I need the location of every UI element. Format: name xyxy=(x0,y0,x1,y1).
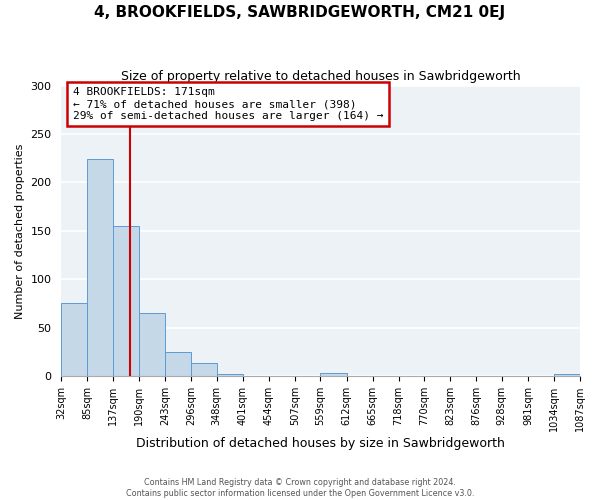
X-axis label: Distribution of detached houses by size in Sawbridgeworth: Distribution of detached houses by size … xyxy=(136,437,505,450)
Title: Size of property relative to detached houses in Sawbridgeworth: Size of property relative to detached ho… xyxy=(121,70,521,83)
Bar xyxy=(165,352,191,376)
Bar xyxy=(139,314,165,376)
Bar xyxy=(320,374,347,376)
Text: Contains HM Land Registry data © Crown copyright and database right 2024.
Contai: Contains HM Land Registry data © Crown c… xyxy=(126,478,474,498)
Y-axis label: Number of detached properties: Number of detached properties xyxy=(15,144,25,318)
Bar xyxy=(191,363,217,376)
Bar xyxy=(217,374,243,376)
Bar xyxy=(113,226,139,376)
Text: 4, BROOKFIELDS, SAWBRIDGEWORTH, CM21 0EJ: 4, BROOKFIELDS, SAWBRIDGEWORTH, CM21 0EJ xyxy=(94,5,506,20)
Bar xyxy=(554,374,580,376)
Bar xyxy=(61,302,88,376)
Bar xyxy=(88,159,113,376)
Text: 4 BROOKFIELDS: 171sqm
← 71% of detached houses are smaller (398)
29% of semi-det: 4 BROOKFIELDS: 171sqm ← 71% of detached … xyxy=(73,88,383,120)
